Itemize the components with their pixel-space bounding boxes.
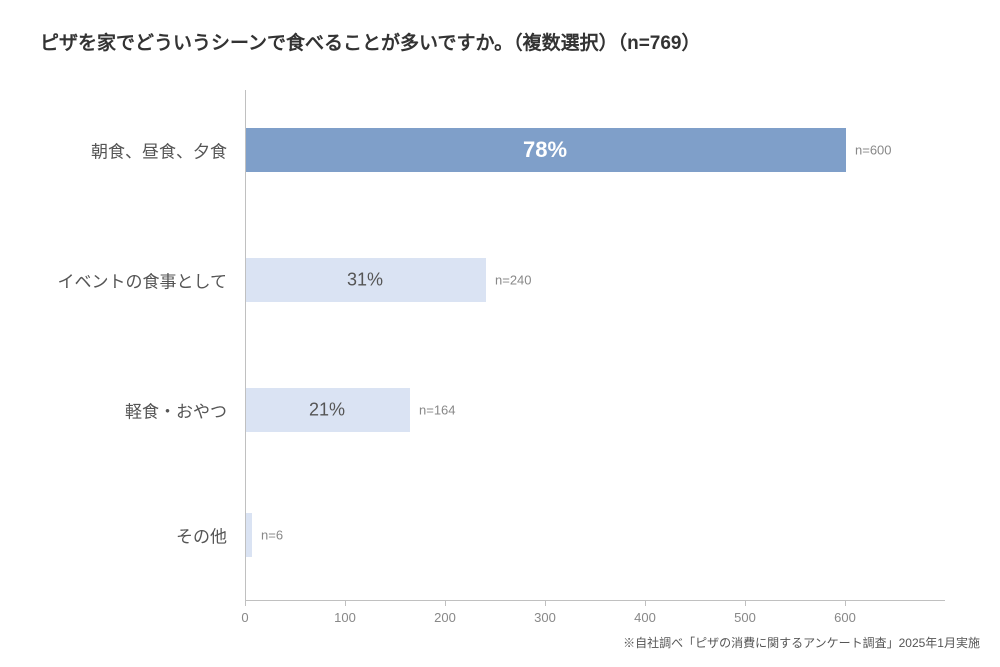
bar-percent-label: 21% <box>309 400 345 421</box>
bar-percent-label: 31% <box>347 270 383 291</box>
x-tick <box>845 600 846 606</box>
x-axis <box>245 600 945 601</box>
x-tick-label: 400 <box>634 610 656 625</box>
chart-title: ピザを家でどういうシーンで食べることが多いですか。（複数選択）（n=769） <box>40 28 701 55</box>
x-tick-label: 300 <box>534 610 556 625</box>
x-tick <box>445 600 446 606</box>
bar-n-label: n=6 <box>261 528 283 543</box>
x-tick <box>745 600 746 606</box>
category-label: イベントの食事として <box>58 268 228 293</box>
x-tick-label: 100 <box>334 610 356 625</box>
category-label: その他 <box>176 523 227 548</box>
x-tick <box>245 600 246 606</box>
x-tick <box>645 600 646 606</box>
bar <box>246 513 252 557</box>
x-tick-label: 600 <box>834 610 856 625</box>
x-tick <box>545 600 546 606</box>
category-label: 朝食、昼食、夕食 <box>91 138 227 163</box>
bar-n-label: n=164 <box>419 403 456 418</box>
x-tick-label: 200 <box>434 610 456 625</box>
bar-percent-label: 78% <box>523 137 567 163</box>
bar-n-label: n=240 <box>495 273 532 288</box>
x-tick-label: 0 <box>241 610 248 625</box>
x-tick <box>345 600 346 606</box>
chart-plot-area: 0100200300400500600朝食、昼食、夕食78%n=600イベントの… <box>245 90 945 600</box>
bar-n-label: n=600 <box>855 143 892 158</box>
category-label: 軽食・おやつ <box>125 398 227 423</box>
x-tick-label: 500 <box>734 610 756 625</box>
chart-footnote: ※自社調べ「ピザの消費に関するアンケート調査」2025年1月実施 <box>623 634 980 651</box>
